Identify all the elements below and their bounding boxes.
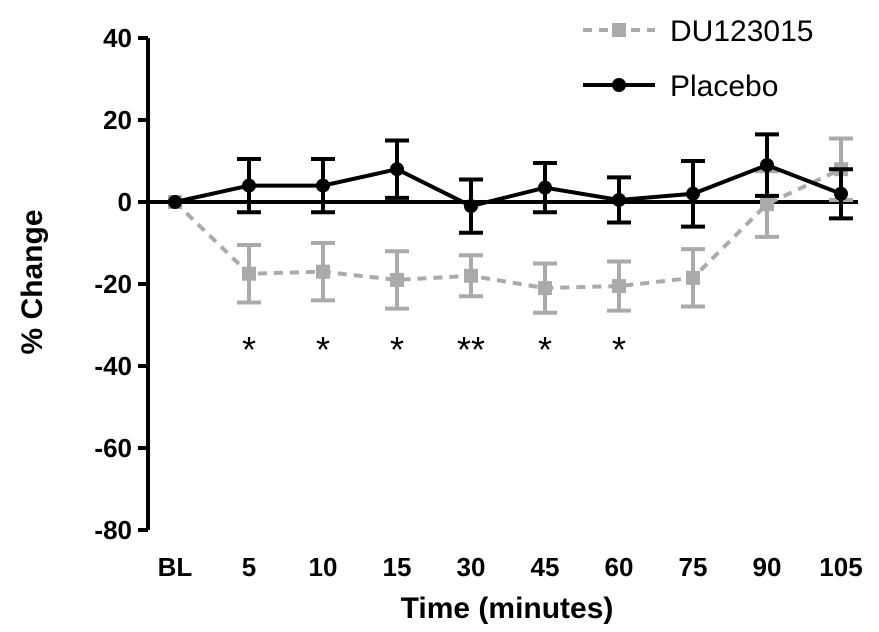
- significance-annotations: * * * ** * *: [242, 329, 626, 370]
- y-axis-label: % Change: [16, 209, 49, 354]
- y-tick-label: -20: [94, 269, 132, 299]
- x-tick-label: 15: [383, 552, 412, 582]
- x-axis: BL 5 10 15 30 45 60 75 90 105: [158, 552, 863, 582]
- x-tick-label: BL: [158, 552, 193, 582]
- data-point: [242, 178, 256, 193]
- x-axis-label: Time (minutes): [401, 592, 614, 625]
- x-tick-label: 10: [309, 552, 338, 582]
- significance-marker: **: [457, 329, 485, 370]
- data-point: [242, 266, 256, 281]
- x-tick-label: 45: [531, 552, 560, 582]
- legend-marker: [612, 78, 626, 92]
- data-point: [464, 268, 478, 283]
- significance-marker: *: [538, 329, 552, 370]
- legend-label: DU123015: [670, 15, 813, 48]
- data-point: [390, 272, 404, 287]
- data-point: [538, 281, 552, 296]
- data-point: [538, 180, 552, 195]
- y-tick-label: -80: [94, 515, 132, 545]
- significance-marker: *: [316, 329, 330, 370]
- y-tick-label: 20: [103, 105, 132, 135]
- data-point: [316, 178, 330, 193]
- data-point: [316, 264, 330, 279]
- y-tick-label: 40: [103, 23, 132, 53]
- data-point: [834, 186, 848, 201]
- y-axis: 40 20 0 -20 -40 -60 -80: [94, 23, 150, 545]
- significance-marker: *: [390, 329, 404, 370]
- legend-marker: [612, 23, 626, 37]
- x-tick-label: 5: [242, 552, 256, 582]
- data-point: [168, 195, 182, 209]
- data-point: [760, 197, 774, 212]
- legend: DU123015 Placebo: [583, 15, 813, 103]
- x-tick-label: 30: [457, 552, 486, 582]
- y-tick-label: -40: [94, 351, 132, 381]
- data-point: [464, 199, 478, 214]
- data-point: [612, 192, 626, 207]
- legend-item: Placebo: [583, 70, 778, 103]
- data-point: [686, 186, 700, 201]
- data-point: [390, 162, 404, 177]
- series-placebo: [168, 132, 853, 235]
- data-point: [612, 279, 626, 294]
- legend-label: Placebo: [670, 70, 778, 103]
- y-tick-label: -60: [94, 433, 132, 463]
- series-line: [174, 162, 842, 209]
- x-tick-label: 60: [605, 552, 634, 582]
- significance-marker: *: [242, 329, 256, 370]
- x-tick-label: 75: [679, 552, 708, 582]
- x-tick-label: 90: [753, 552, 782, 582]
- x-tick-label: 105: [819, 552, 862, 582]
- significance-marker: *: [612, 329, 626, 370]
- data-point: [686, 270, 700, 285]
- y-tick-label: 0: [118, 187, 132, 217]
- legend-item: DU123015: [583, 15, 813, 48]
- series-layer: [168, 132, 853, 315]
- series-du123015: [168, 136, 853, 315]
- data-point: [760, 158, 774, 173]
